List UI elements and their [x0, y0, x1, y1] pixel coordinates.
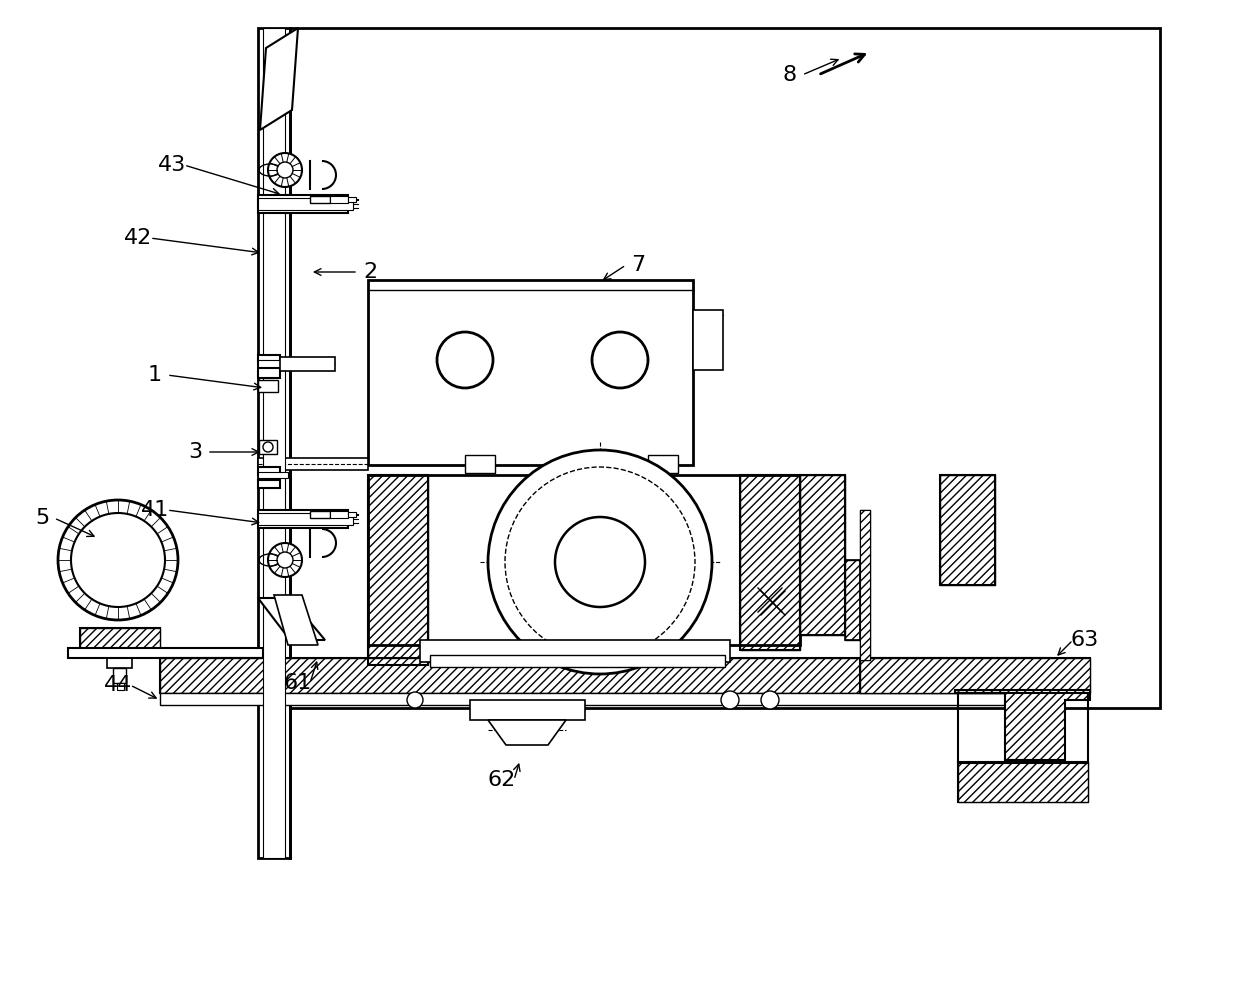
Bar [68, 648, 263, 658]
Bar [368, 475, 427, 665]
Bar [740, 475, 800, 650]
Bar [258, 360, 287, 368]
Bar [860, 658, 1090, 693]
Text: 44: 44 [104, 675, 133, 695]
Polygon shape [274, 595, 318, 645]
Bar [258, 380, 278, 392]
Circle shape [506, 467, 695, 657]
Bar [845, 560, 860, 640]
Bar [330, 196, 348, 203]
Bar [258, 195, 348, 213]
Bar [368, 475, 800, 645]
Bar [258, 467, 280, 475]
Bar [280, 357, 335, 371]
Bar [740, 475, 800, 650]
Circle shape [71, 513, 165, 607]
Text: 1: 1 [147, 365, 162, 385]
Text: 61: 61 [284, 673, 312, 693]
Bar [258, 28, 290, 858]
Bar [958, 762, 1088, 802]
Bar [648, 455, 678, 473]
Bar [368, 280, 693, 465]
Bar [107, 648, 133, 668]
Circle shape [488, 450, 712, 674]
Text: 7: 7 [631, 255, 646, 275]
Bar [310, 196, 330, 203]
Bar [940, 475, 995, 585]
Bar [258, 458, 368, 470]
Bar [470, 700, 585, 720]
Bar [860, 510, 870, 660]
Circle shape [278, 162, 292, 178]
Bar [860, 510, 870, 660]
Bar [258, 513, 353, 525]
Circle shape [761, 691, 779, 709]
Bar [800, 475, 845, 635]
Bar [348, 197, 356, 202]
Circle shape [592, 332, 648, 388]
Bar [160, 658, 1049, 693]
Bar [263, 28, 285, 858]
Text: 43: 43 [157, 155, 186, 175]
Circle shape [58, 500, 178, 620]
Text: 62: 62 [488, 770, 517, 790]
Text: 5: 5 [35, 508, 50, 528]
Circle shape [263, 442, 273, 452]
Bar [420, 640, 730, 662]
Polygon shape [488, 720, 566, 745]
Circle shape [437, 332, 493, 388]
Circle shape [721, 691, 738, 709]
Bar [940, 475, 995, 585]
Bar [465, 455, 496, 473]
Bar [160, 658, 1049, 693]
Bar [693, 310, 724, 370]
Circle shape [268, 543, 302, 577]
Text: 41: 41 [141, 500, 170, 520]
Bar [113, 668, 126, 683]
Circle shape [268, 153, 302, 187]
Bar [310, 511, 330, 518]
Bar [290, 28, 1160, 708]
Bar [258, 368, 280, 378]
Circle shape [406, 692, 422, 708]
Bar [258, 480, 280, 488]
Bar [368, 475, 427, 665]
Bar [258, 198, 353, 210]
Polygon shape [260, 28, 299, 130]
Bar [430, 655, 725, 667]
Bar [348, 512, 356, 517]
Bar [259, 440, 278, 454]
Bar [116, 683, 124, 690]
Bar [160, 693, 1049, 705]
Bar [860, 658, 1090, 693]
Bar [81, 628, 160, 648]
Bar [330, 511, 348, 518]
Text: 63: 63 [1070, 630, 1099, 650]
Bar [845, 560, 860, 640]
Bar [258, 510, 348, 528]
Bar [81, 628, 160, 648]
Text: 42: 42 [124, 228, 152, 248]
Bar [800, 475, 845, 635]
Polygon shape [258, 598, 325, 640]
Polygon shape [955, 690, 1090, 760]
Text: 3: 3 [188, 442, 202, 462]
Circle shape [555, 517, 646, 607]
Bar [258, 472, 287, 478]
Bar [958, 693, 1088, 763]
Bar [958, 762, 1088, 802]
Bar [258, 355, 280, 365]
Text: 8: 8 [783, 65, 797, 85]
Circle shape [278, 552, 292, 568]
Text: 2: 2 [363, 262, 377, 282]
